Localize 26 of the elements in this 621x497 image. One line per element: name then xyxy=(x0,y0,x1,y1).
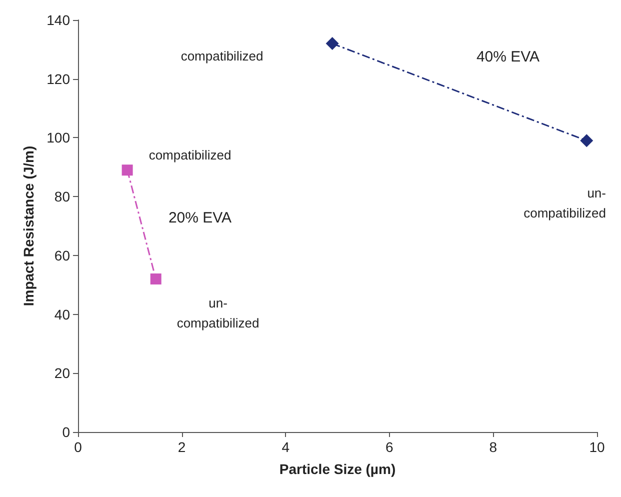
x-tick-label: 6 xyxy=(386,439,394,455)
x-axis-title: Particle Size (µm) xyxy=(279,461,396,477)
annotation: compatibilized xyxy=(180,48,264,64)
annotation: un- compatibilized xyxy=(176,296,260,330)
point xyxy=(122,164,133,176)
y-tick-label: 40 xyxy=(54,306,70,322)
y-axis-title: Impact Resistance (J/m) xyxy=(20,146,37,306)
y-tick-label: 140 xyxy=(46,12,70,28)
x-tick-label: 4 xyxy=(282,439,290,455)
point xyxy=(326,37,339,50)
annotation: un- compatibilized xyxy=(524,186,606,220)
annotation: 20% EVA xyxy=(168,210,232,226)
y-tick-label: 0 xyxy=(62,424,70,440)
x-tick-label: 8 xyxy=(489,439,498,455)
x-tick-label: 2 xyxy=(178,439,186,455)
point xyxy=(150,273,162,284)
x-tick-label: 10 xyxy=(589,439,605,455)
y-tick-label: 80 xyxy=(54,188,70,205)
y-tick-label: 120 xyxy=(46,70,70,87)
y-tick-label: 100 xyxy=(46,130,70,146)
y-tick-label: 20 xyxy=(54,365,70,382)
y-tick-label: 60 xyxy=(54,247,70,264)
x-tick-label: 0 xyxy=(74,439,82,455)
annotation: compatibilized xyxy=(148,148,232,162)
point xyxy=(580,134,594,148)
annotation: 40% EVA xyxy=(476,48,540,66)
